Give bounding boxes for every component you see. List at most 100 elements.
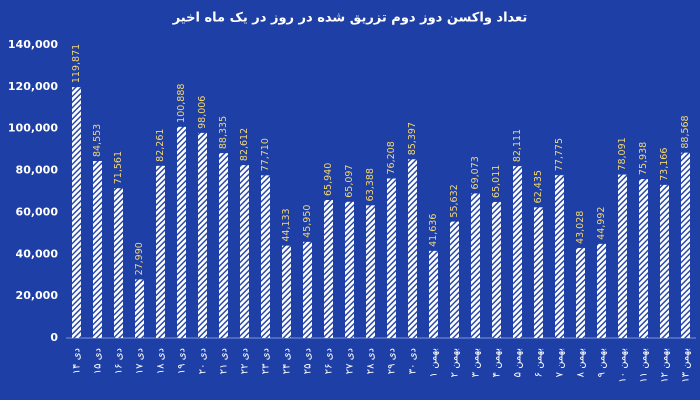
x-tick-label: ۲۰ دی [198,348,209,374]
x-tick-label: ۱۷ دی [135,348,146,374]
bar [450,221,459,338]
value-label: 100,888 [176,84,187,123]
x-tick-label: ۱۹ دی [177,348,188,374]
value-label: 43,028 [575,211,586,244]
x-tick-label: ۳۰ دی [408,348,419,374]
bar [198,132,207,338]
x-tick-label: ۱۰ بهمن [618,348,629,383]
value-label: 77,710 [260,138,271,171]
value-label: 82,111 [512,129,523,162]
x-tick-label: ۱۶ دی [114,348,125,374]
bar [177,126,186,338]
x-tick-label: ۳ بهمن [471,348,482,377]
bar [471,193,480,338]
bar [261,175,270,338]
x-tick-label: ۲۵ دی [303,348,314,374]
bar [408,159,417,338]
x-tick-label: ۱۳ بهمن [681,348,692,383]
x-tick-label: ۲۴ دی [282,348,293,374]
value-label: 45,950 [302,205,313,238]
bar [492,201,501,338]
value-label: 77,775 [554,138,565,171]
x-tick-label: ۱۲ بهمن [660,348,671,383]
value-label: 65,940 [323,163,334,196]
bar [555,175,564,338]
x-tick-label: ۱۸ دی [156,348,167,374]
bar [597,243,606,338]
x-tick-label: ۵ بهمن [513,348,524,377]
bar [366,205,375,338]
value-label: 88,568 [680,115,691,148]
value-label: 78,091 [617,137,628,170]
x-tick-label: ۱۴ دی [72,348,83,374]
y-tick-label: 20,000 [16,289,59,302]
bar [93,161,102,338]
x-tick-label: ۱۱ بهمن [639,348,650,383]
bar [240,165,249,338]
bar [345,201,354,338]
value-label: 75,938 [638,142,649,175]
bar [618,174,627,338]
y-tick-label: 80,000 [16,164,59,177]
bar [576,247,585,338]
y-tick-label: 120,000 [8,80,58,93]
value-label: 69,073 [470,156,481,189]
value-label: 62,435 [533,170,544,203]
x-tick-label: ۲ بهمن [450,348,461,377]
value-label: 82,612 [239,128,250,161]
value-label: 65,011 [491,165,502,198]
x-tick-label: ۹ بهمن [597,348,608,377]
y-tick-label: 40,000 [16,247,59,260]
value-label: 73,166 [659,148,670,181]
chart-title: تعداد واکسن دوز دوم تزریق شده در روز در … [172,11,528,26]
value-label: 27,990 [134,242,145,275]
y-tick-label: 60,000 [16,205,59,218]
bar [387,178,396,338]
value-label: 63,388 [365,168,376,201]
value-label: 71,561 [113,151,124,184]
bar [135,279,144,338]
x-tick-label: ۸ بهمن [576,348,587,377]
value-label: 119,871 [71,44,82,83]
bar [282,245,291,338]
bar [534,207,543,338]
y-tick-label: 140,000 [8,38,58,51]
value-label: 84,553 [92,124,103,157]
bar [303,241,312,338]
y-tick-label: 0 [50,331,58,344]
value-label: 85,397 [407,122,418,155]
bar [114,188,123,338]
x-tick-label: ۲۷ دی [345,348,356,374]
bar [72,87,81,338]
y-tick-label: 100,000 [8,122,58,135]
bar [513,166,522,338]
x-tick-label: ۱۵ دی [93,348,104,374]
x-tick-label: ۶ بهمن [534,348,545,377]
value-label: 76,208 [386,141,397,174]
value-label: 41,636 [428,214,439,247]
value-label: 82,261 [155,129,166,162]
x-tick-label: ۴ بهمن [492,348,503,377]
value-label: 44,992 [596,207,607,240]
bar [156,165,165,338]
value-label: 55,632 [449,184,460,217]
x-tick-label: ۲۶ دی [324,348,335,374]
bar [429,250,438,338]
value-label: 65,097 [344,165,355,198]
x-tick-label: ۲۹ دی [387,348,398,374]
x-tick-label: ۲۸ دی [366,348,377,374]
bar [681,152,690,338]
x-tick-label: ۲۳ دی [261,348,272,374]
bar [660,184,669,338]
x-tick-label: ۷ بهمن [555,348,566,377]
x-tick-label: ۲۱ دی [219,348,230,374]
x-tick-label: ۲۲ دی [240,348,251,374]
value-label: 88,335 [218,116,229,149]
bar [219,153,228,338]
value-label: 44,133 [281,208,292,241]
x-tick-label: ۱ بهمن [429,348,440,377]
bar [324,199,333,338]
bar [639,179,648,338]
value-label: 98,006 [197,96,208,129]
